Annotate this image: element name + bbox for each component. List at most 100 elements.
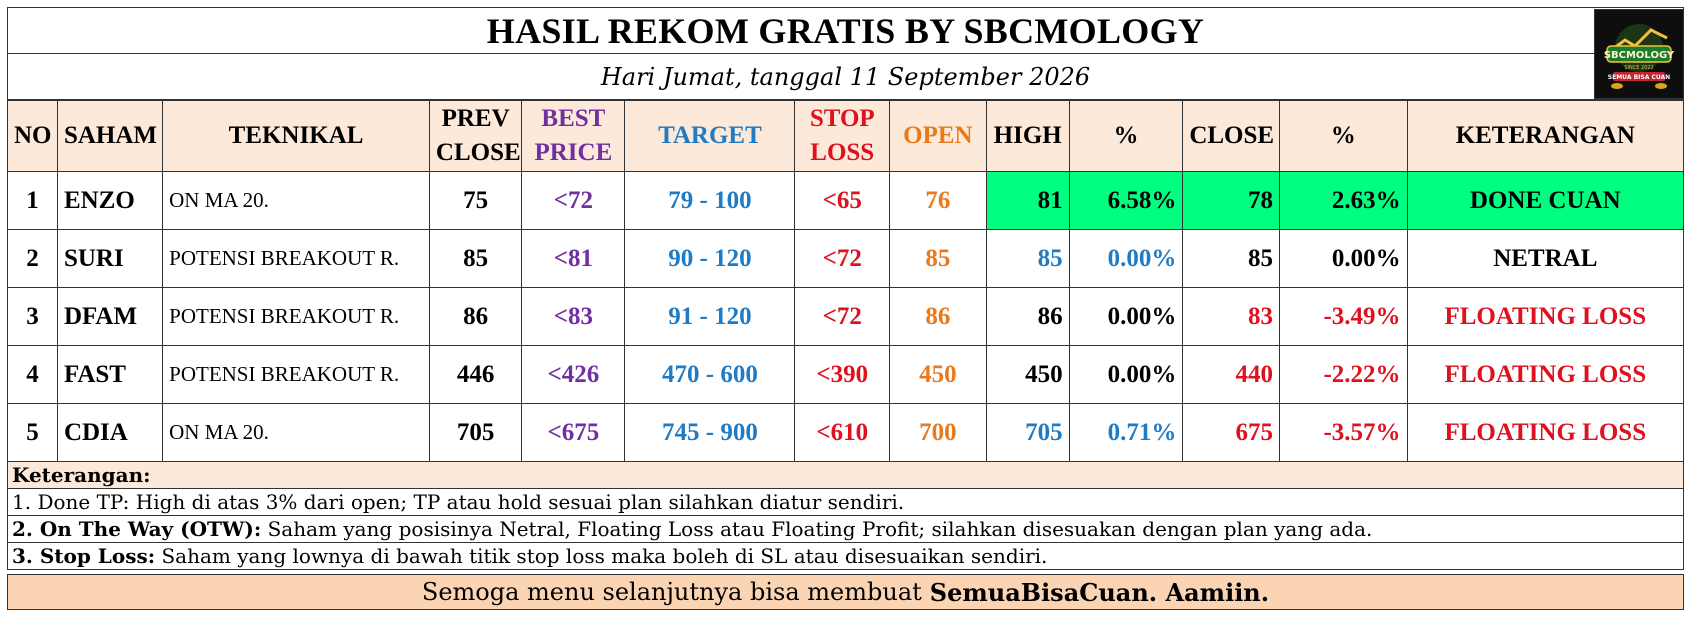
cell-high: 85 [985,229,1070,288]
svg-text:SINCE 2022: SINCE 2022 [1624,65,1653,71]
report-date: Hari Jumat, tanggal 11 September 2026 [600,62,1091,91]
header-stop-loss: STOP LOSS [794,100,891,172]
cell-keterangan: NETRAL [1406,229,1685,288]
cell-saham: ENZO [56,171,164,230]
cell-saham: FAST [56,345,164,404]
cell-teknikal: POTENSI BREAKOUT R. [162,229,430,288]
cell-target: 745 - 900 [624,403,796,462]
header-keterangan: KETERANGAN [1406,100,1685,172]
header-no: NO [7,100,58,172]
cell-stop-loss: <65 [794,171,891,230]
header-open: OPEN [889,100,987,172]
cell-target: 91 - 120 [624,287,796,346]
cell-pct-high: 0.00% [1068,229,1184,288]
cell-no: 4 [7,345,58,404]
cell-open: 450 [889,345,987,404]
cell-target: 90 - 120 [624,229,796,288]
cell-prev-close: 75 [428,171,523,230]
cell-high: 705 [985,403,1070,462]
date-row: Hari Jumat, tanggal 11 September 2026 [7,53,1684,100]
cell-target: 79 - 100 [624,171,796,230]
cell-saham: CDIA [56,403,164,462]
table-row: 2 SURI POTENSI BREAKOUT R. 85 <81 90 - 1… [7,229,1685,288]
cell-pct-close: -3.57% [1279,403,1408,462]
cell-pct-high: 0.00% [1068,287,1184,346]
header-best-price: BEST PRICE [521,100,626,172]
note-done-tp: 1. Done TP: High di atas 3% dari open; T… [7,489,1684,516]
header-close: CLOSE [1182,100,1281,172]
cell-no: 2 [7,229,58,288]
notes-section: Keterangan: 1. Done TP: High di atas 3% … [7,462,1684,570]
header-pct-high: % [1068,100,1184,172]
cell-close: 83 [1182,287,1281,346]
cell-high: 450 [985,345,1070,404]
cell-teknikal: POTENSI BREAKOUT R. [162,345,430,404]
recommendation-table: NO SAHAM TEKNIKAL PREV CLOSE BEST PRICE TA… [7,100,1685,462]
cell-close: 85 [1182,229,1281,288]
page-title: HASIL REKOM GRATIS BY SBCMOLOGY [486,10,1205,51]
table-row: 3 DFAM POTENSI BREAKOUT R. 86 <83 91 - 1… [7,287,1685,346]
cell-pct-close: -3.49% [1279,287,1408,346]
cell-high: 81 [985,171,1070,230]
table-row: 1 ENZO ON MA 20. 75 <72 79 - 100 <65 76 … [7,171,1685,230]
cell-close: 78 [1182,171,1281,230]
cell-open: 85 [889,229,987,288]
cell-no: 3 [7,287,58,346]
cell-teknikal: ON MA 20. [162,403,430,462]
report-sheet: SBCMOLOGY SINCE 2022 SEMUA BISA CUAN HAS… [7,7,1685,610]
cell-prev-close: 705 [428,403,523,462]
footer-banner: Semoga menu selanjutnya bisa membuat Sem… [7,574,1684,610]
footer-bold-text: SemuaBisaCuan. Aamiin. [929,577,1270,607]
cell-open: 86 [889,287,987,346]
cell-stop-loss: <610 [794,403,891,462]
cell-saham: SURI [56,229,164,288]
header-saham: SAHAM [56,100,164,172]
cell-best-price: <72 [521,171,626,230]
cell-best-price: <675 [521,403,626,462]
cell-stop-loss: <72 [794,229,891,288]
svg-text:SBCMOLOGY: SBCMOLOGY [1604,50,1675,61]
cell-no: 5 [7,403,58,462]
cell-best-price: <81 [521,229,626,288]
cell-keterangan: FLOATING LOSS [1406,287,1685,346]
cell-keterangan: FLOATING LOSS [1406,403,1685,462]
header-high: HIGH [985,100,1070,172]
note-sl-text: Saham yang lownya di bawah titik stop lo… [161,544,1048,568]
table-row: 4 FAST POTENSI BREAKOUT R. 446 <426 470 … [7,345,1685,404]
header-teknikal: TEKNIKAL [162,100,430,172]
notes-heading: Keterangan: [7,462,1684,489]
svg-text:SEMUA BISA CUAN: SEMUA BISA CUAN [1608,74,1670,81]
header-prev-close: PREV CLOSE [428,100,523,172]
title-row: HASIL REKOM GRATIS BY SBCMOLOGY [7,7,1684,53]
cell-target: 470 - 600 [624,345,796,404]
cell-teknikal: POTENSI BREAKOUT R. [162,287,430,346]
footer-text: Semoga menu selanjutnya bisa membuat [421,578,922,606]
cell-high: 86 [985,287,1070,346]
cell-open: 76 [889,171,987,230]
cell-pct-close: -2.22% [1279,345,1408,404]
cell-best-price: <83 [521,287,626,346]
cell-pct-high: 6.58% [1068,171,1184,230]
cell-keterangan: DONE CUAN [1406,171,1685,230]
cell-prev-close: 446 [428,345,523,404]
cell-stop-loss: <390 [794,345,891,404]
sbcmology-logo: SBCMOLOGY SINCE 2022 SEMUA BISA CUAN [1594,9,1684,99]
cell-open: 700 [889,403,987,462]
header-pct-close: % [1279,100,1408,172]
cell-prev-close: 86 [428,287,523,346]
note-otw-text: Saham yang posisinya Netral, Floating Lo… [267,517,1373,541]
cell-pct-close: 0.00% [1279,229,1408,288]
cell-prev-close: 85 [428,229,523,288]
cell-close: 675 [1182,403,1281,462]
cell-close: 440 [1182,345,1281,404]
note-on-the-way: 2. On The Way (OTW): Saham yang posisiny… [7,516,1684,543]
cell-stop-loss: <72 [794,287,891,346]
table-row: 5 CDIA ON MA 20. 705 <675 745 - 900 <610… [7,403,1685,462]
note-otw-label: 2. On The Way (OTW): [12,517,262,541]
cell-best-price: <426 [521,345,626,404]
cell-saham: DFAM [56,287,164,346]
cell-pct-high: 0.00% [1068,345,1184,404]
cell-teknikal: ON MA 20. [162,171,430,230]
cell-pct-high: 0.71% [1068,403,1184,462]
cell-keterangan: FLOATING LOSS [1406,345,1685,404]
